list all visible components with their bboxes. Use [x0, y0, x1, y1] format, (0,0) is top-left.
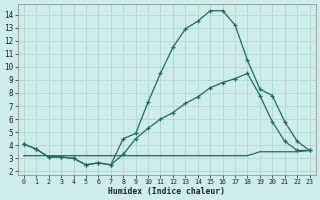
- X-axis label: Humidex (Indice chaleur): Humidex (Indice chaleur): [108, 187, 225, 196]
